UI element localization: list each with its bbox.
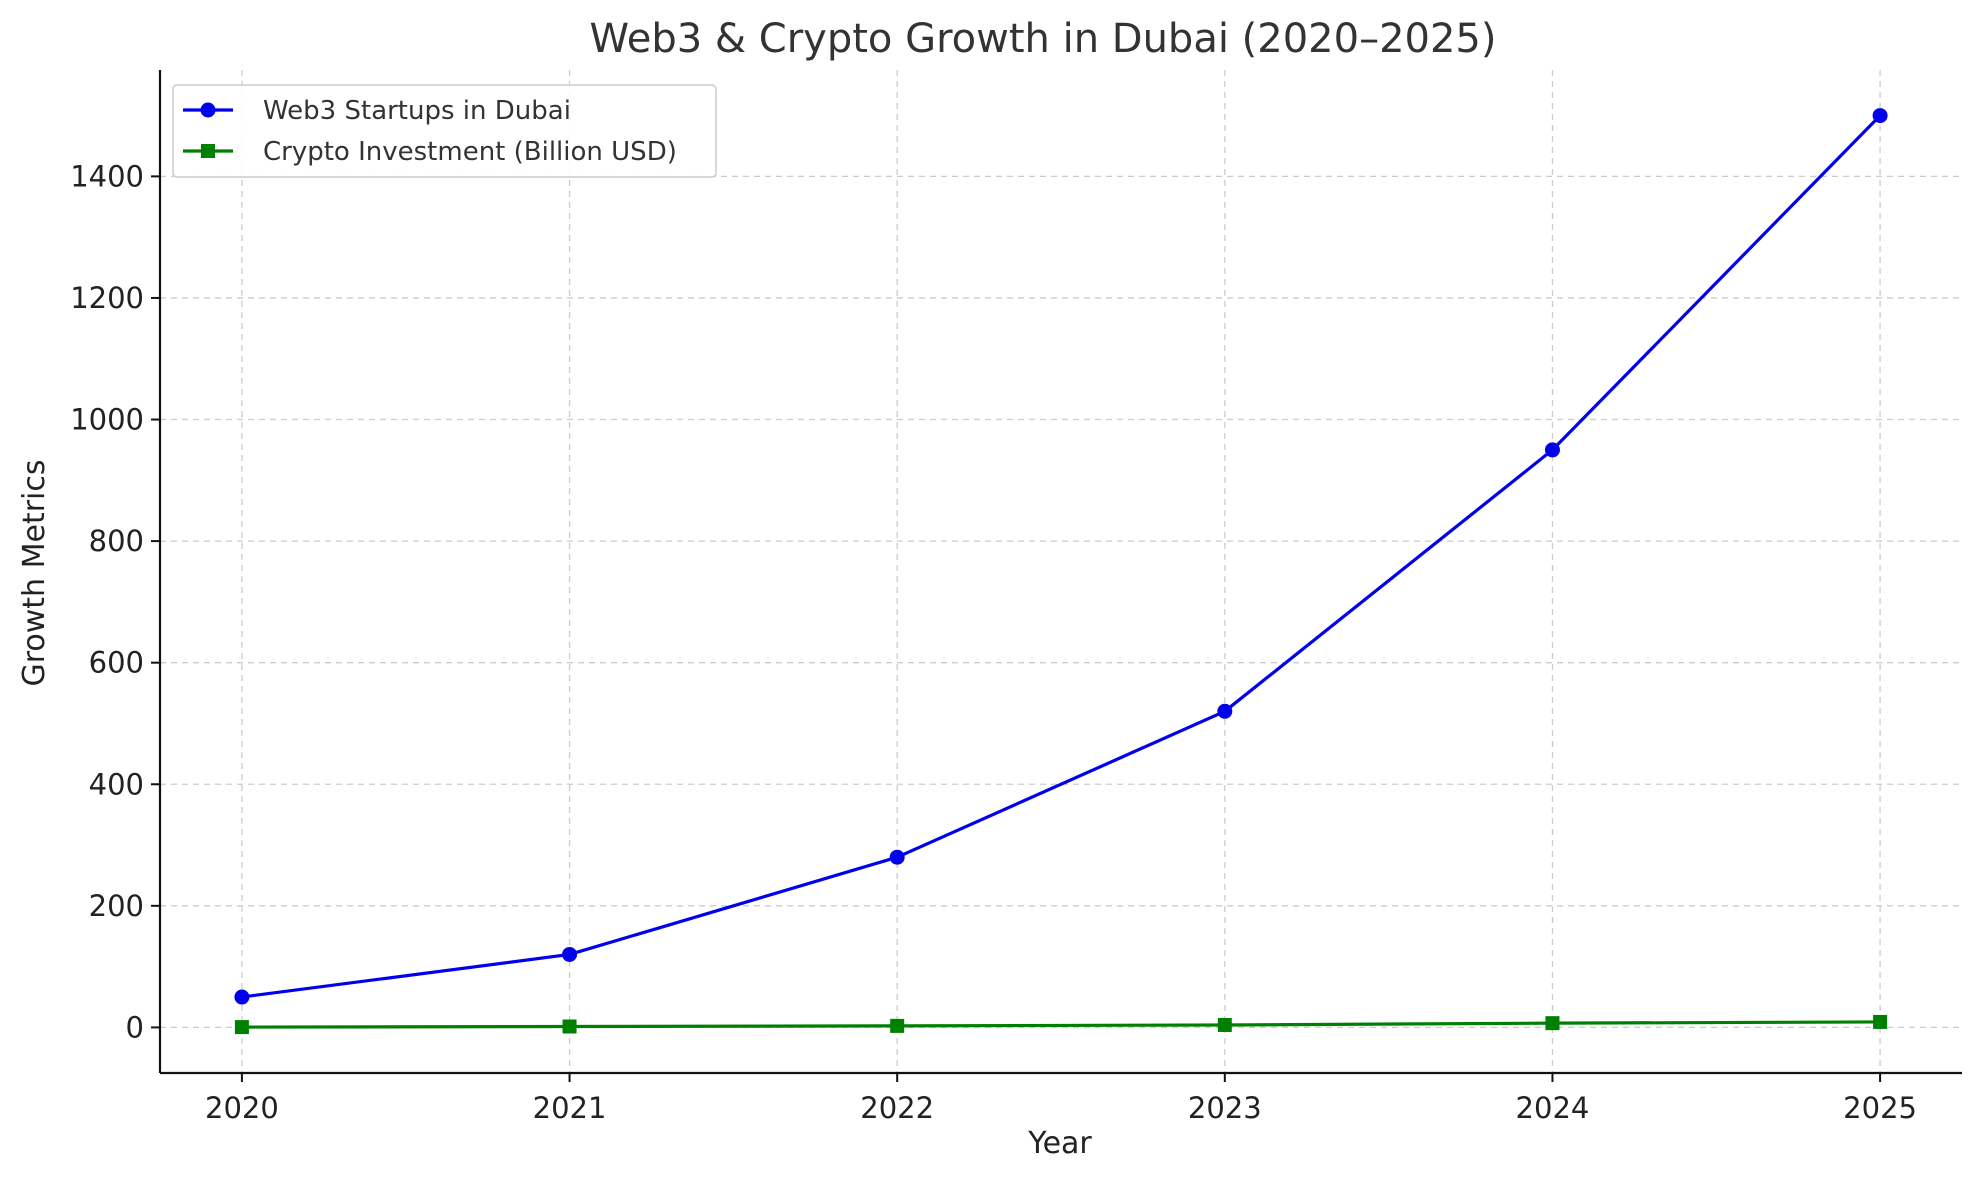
y-tick-label: 1200 bbox=[70, 281, 144, 315]
legend-marker bbox=[201, 144, 215, 158]
data-point bbox=[1873, 1014, 1888, 1029]
data-point bbox=[234, 989, 250, 1005]
x-tick-label: 2021 bbox=[533, 1091, 607, 1125]
data-point bbox=[1545, 1016, 1560, 1031]
y-tick-label: 1000 bbox=[70, 403, 144, 437]
data-point bbox=[890, 1018, 905, 1033]
x-tick-label: 2023 bbox=[1188, 1091, 1262, 1125]
legend: Web3 Startups in Dubai Crypto Investment … bbox=[172, 84, 717, 178]
legend-label: Crypto Investment (Billion USD) bbox=[263, 137, 677, 167]
legend-label: Web3 Startups in Dubai bbox=[263, 96, 571, 126]
series-1 bbox=[234, 108, 1888, 1005]
x-tick-label: 2020 bbox=[205, 1091, 279, 1125]
data-point bbox=[562, 946, 578, 962]
tick-labels: 0 200 400 600 800 1000 1200 1400 2020 2021 2022 202… bbox=[70, 159, 1917, 1125]
series-2 bbox=[234, 1014, 1888, 1035]
series-line bbox=[241, 114, 1882, 999]
x-axis-label: Year bbox=[1027, 1126, 1092, 1161]
data-point bbox=[562, 1019, 577, 1034]
data-point bbox=[1217, 703, 1233, 719]
chart-title: Web3 & Crypto Growth in Dubai (2020–2025… bbox=[590, 16, 1497, 62]
data-point bbox=[1872, 108, 1888, 124]
y-axis-label: Growth Metrics bbox=[17, 459, 52, 686]
y-tick-label: 1400 bbox=[70, 159, 144, 193]
y-tick-label: 800 bbox=[89, 524, 144, 558]
legend-item: Web3 Startups in Dubai bbox=[183, 96, 571, 126]
legend-marker bbox=[200, 102, 216, 118]
legend-box bbox=[172, 84, 717, 178]
y-tick-label: 200 bbox=[89, 889, 144, 923]
x-tick-label: 2022 bbox=[860, 1091, 934, 1125]
data-point bbox=[1544, 442, 1560, 458]
x-tick-label: 2025 bbox=[1843, 1091, 1917, 1125]
y-tick-label: 600 bbox=[89, 646, 144, 680]
y-tick-label: 400 bbox=[89, 767, 144, 801]
series-line bbox=[241, 1020, 1881, 1029]
series-layer bbox=[234, 108, 1888, 1035]
data-point bbox=[889, 849, 905, 865]
axes bbox=[151, 70, 1962, 1082]
x-tick-label: 2024 bbox=[1516, 1091, 1590, 1125]
legend-item: Crypto Investment (Billion USD) bbox=[183, 137, 677, 167]
y-tick-label: 0 bbox=[126, 1010, 144, 1044]
data-point bbox=[1217, 1017, 1232, 1032]
data-point bbox=[234, 1020, 249, 1035]
